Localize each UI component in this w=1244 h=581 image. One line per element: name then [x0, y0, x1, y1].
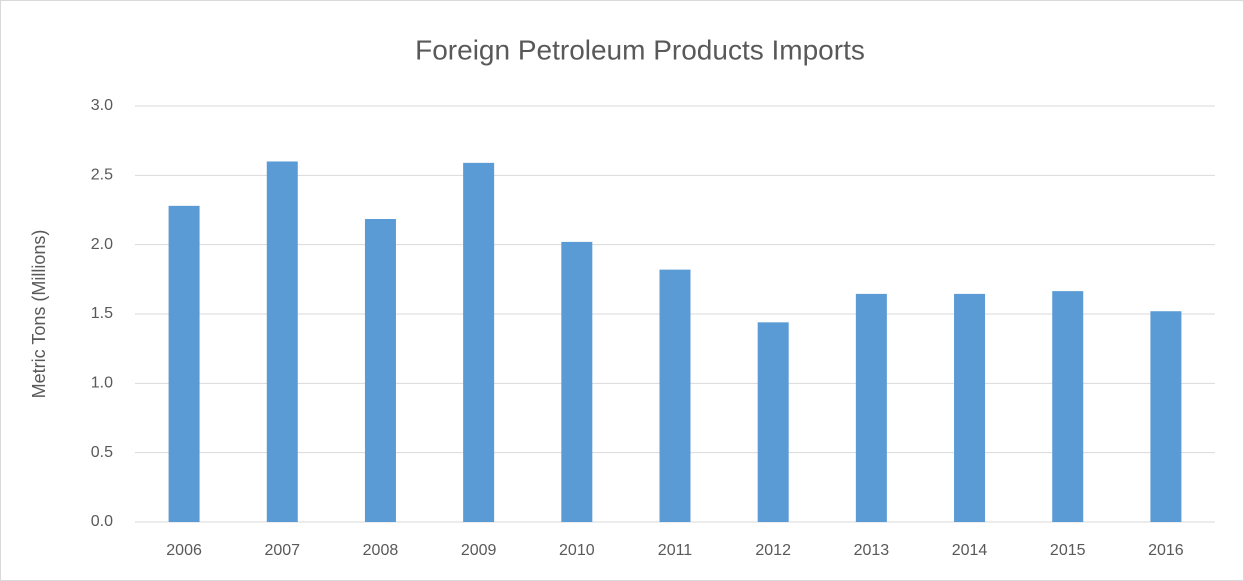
bar	[1052, 291, 1084, 522]
y-tick-label: 2.5	[91, 167, 113, 184]
y-axis-label: Metric Tons (Millions)	[29, 230, 49, 399]
x-tick-label: 2014	[952, 542, 988, 559]
chart-title: Foreign Petroleum Products Imports	[415, 34, 865, 65]
y-tick-label: 0.5	[91, 444, 113, 461]
x-tick-label: 2016	[1148, 542, 1184, 559]
bar	[561, 241, 593, 523]
y-tick-label: 1.5	[91, 305, 113, 322]
x-tick-label: 2013	[854, 542, 890, 559]
bar	[855, 293, 887, 522]
x-tick-label: 2010	[559, 542, 595, 559]
x-tick-label: 2011	[658, 542, 693, 559]
bar	[364, 219, 396, 522]
x-tick-label: 2007	[264, 542, 300, 559]
bar	[168, 205, 200, 522]
x-tick-label: 2006	[166, 542, 202, 559]
x-tick-label: 2008	[363, 542, 399, 559]
x-tick-label: 2015	[1050, 542, 1086, 559]
y-tick-label: 1.0	[91, 375, 113, 392]
bar	[659, 269, 691, 522]
bar	[1150, 311, 1182, 522]
bar	[463, 162, 495, 522]
y-tick-label: 3.0	[91, 97, 113, 114]
x-tick-label: 2009	[461, 542, 497, 559]
y-tick-label: 2.0	[91, 236, 113, 253]
bar	[757, 322, 789, 522]
bar	[266, 161, 298, 522]
x-tick-label: 2012	[755, 542, 791, 559]
y-tick-label: 0.0	[91, 513, 113, 530]
bar	[954, 293, 986, 522]
